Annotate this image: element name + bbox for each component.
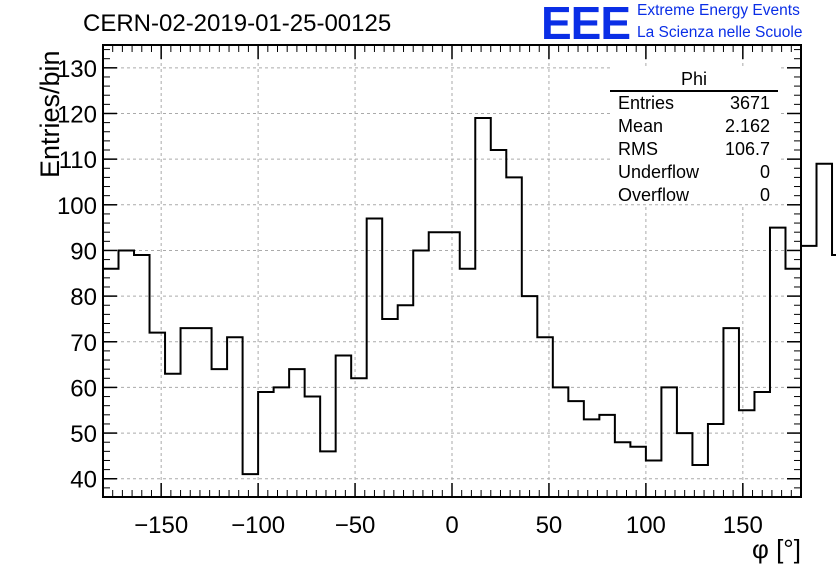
histogram-bin [801,246,817,497]
x-tick-label: −150 [134,512,188,539]
histogram-bin [785,269,801,497]
stat-row-mean: Mean 2.162 [618,116,770,136]
histogram-bin [723,328,739,497]
y-tick-label: 130 [57,56,97,83]
histogram-bin [367,218,383,497]
histogram-bin [196,328,212,497]
y-tick-label: 80 [70,284,97,311]
histogram-bin [661,387,677,497]
histogram-bin [475,118,491,497]
y-tick-label: 60 [70,375,97,402]
stat-row-rms: RMS 106.7 [618,139,770,159]
logo-line-2: La Scienza nelle Scuole [637,24,803,41]
histogram-bin [832,255,836,497]
histogram-bin [646,460,662,497]
histogram-bin [336,355,352,497]
histogram-bin [522,296,538,497]
stat-row-overflow: Overflow 0 [618,185,770,205]
stat-row-underflow: Underflow 0 [618,162,770,182]
histogram-bin [305,397,321,497]
histogram-bin [537,337,553,497]
run-title: CERN-02-2019-01-25-00125 [83,10,392,37]
histogram-bin [413,250,429,497]
y-tick-label: 110 [59,147,97,174]
histogram-bin [134,255,150,497]
x-tick-label: 100 [626,512,666,539]
stats-divider [610,90,778,92]
histogram-bin [181,328,197,497]
histogram-bin [677,433,693,497]
histogram-bin [568,401,584,497]
histogram-bin [150,333,166,497]
histogram-bin [274,387,290,497]
histogram-bin [227,337,243,497]
y-tick-label: 50 [70,421,97,448]
x-tick-label: 0 [445,512,458,539]
histogram-bin [398,305,414,497]
histogram-bin [708,424,724,497]
histogram-bin [630,447,646,497]
histogram-bin [754,392,770,497]
histogram-bin [165,374,181,497]
histogram-bin [351,378,367,497]
histogram-bin [382,319,398,497]
stats-box: Phi Entries 3671 Mean 2.162 RMS 106.7 Under… [610,66,778,205]
x-axis-label: φ [°] [752,534,801,564]
eee-logo: EEE [541,0,631,49]
x-tick-label: 150 [723,512,763,539]
y-tick-label: 40 [70,467,97,494]
histogram-bin [817,164,833,497]
y-tick-label: 100 [57,193,97,220]
histogram-bin [553,387,569,497]
histogram-bin [119,250,135,497]
histogram-bin [429,232,445,497]
y-tick-label: 90 [70,238,97,265]
stat-row-entries: Entries 3671 [618,93,770,113]
histogram-bin [739,410,755,497]
histogram-bin [320,451,336,497]
histogram-bin [599,415,615,497]
histogram-bin [491,150,507,497]
x-tick-label: −50 [335,512,376,539]
histogram-bin [460,269,476,497]
stats-title: Phi [680,69,707,89]
y-tick-label: 120 [57,101,97,128]
y-axis-label: Entries/bin [35,50,65,178]
histogram-bin [770,228,786,497]
histogram-bin [103,269,119,497]
x-tick-label: 50 [536,512,563,539]
histogram-outline [102,117,836,497]
x-tick-label: −100 [231,512,285,539]
histogram-bin [258,392,274,497]
y-tick-label: 70 [70,330,97,357]
histogram-bin [584,419,600,497]
histogram-bin [506,177,522,497]
logo-line-1: Extreme Energy Events [637,2,800,19]
histogram-bin [615,442,631,497]
histogram-bin [243,474,259,497]
